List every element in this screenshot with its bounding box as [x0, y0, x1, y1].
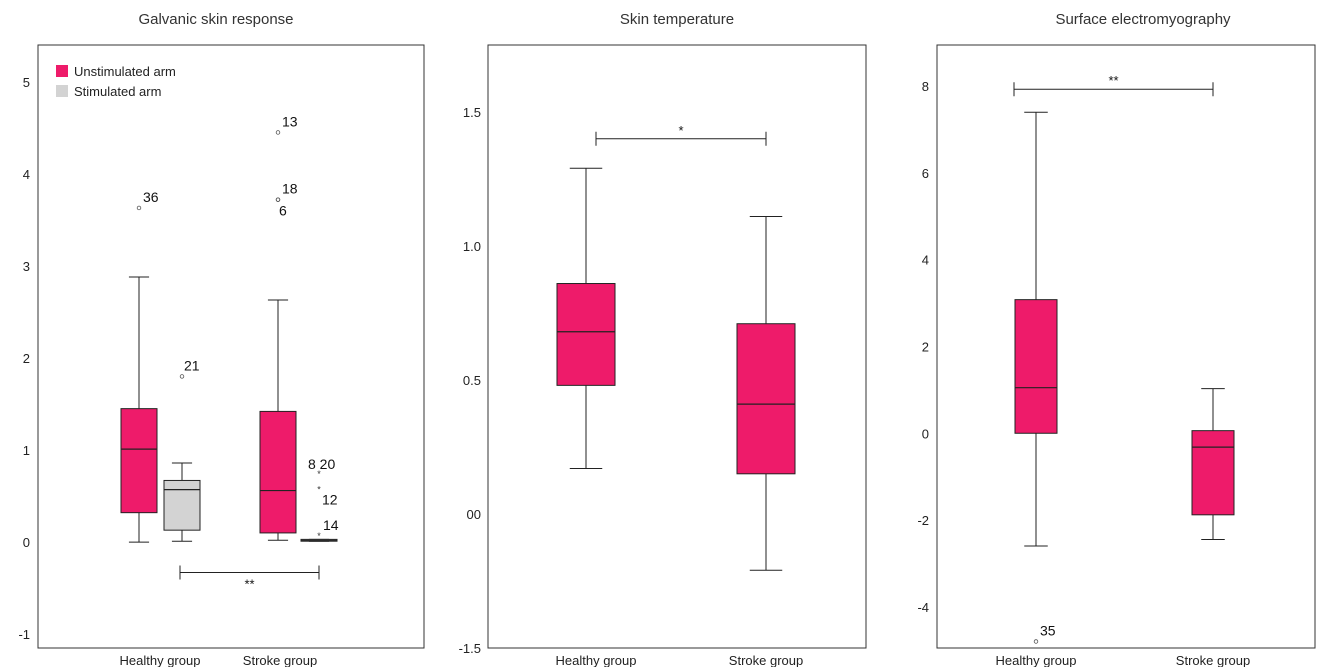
- x-category-label: Healthy group: [996, 653, 1077, 667]
- outlier-label: 21: [184, 357, 200, 373]
- legend-label-unstimulated: Unstimulated arm: [74, 64, 176, 79]
- plot-frame: [37, 44, 425, 649]
- significance-label: **: [244, 577, 254, 592]
- chart-title: Galvanic skin response: [138, 11, 293, 28]
- significance-label: **: [1108, 73, 1118, 88]
- x-category-label: Stroke group: [243, 653, 317, 667]
- panel-skin-temperature: Skin temperature -1.5 00 0.5 1.0 1.5 * Healt…: [459, 11, 867, 667]
- plot-frame: [487, 44, 867, 649]
- y-tick-label: 5: [23, 75, 30, 90]
- x-category-label: Stroke group: [1176, 653, 1250, 667]
- box-iqr: [556, 283, 616, 386]
- y-tick-label: 1: [23, 443, 30, 458]
- outlier-label: 8 20: [308, 456, 335, 472]
- box-iqr: [259, 410, 297, 534]
- box-iqr: [163, 479, 201, 531]
- y-tick-label: 4: [23, 167, 30, 182]
- y-tick-label: 6: [922, 166, 929, 181]
- x-category-label: Stroke group: [729, 653, 803, 667]
- outlier-marker: [275, 197, 281, 202]
- panel-surface-electromyography: Surface electromyography -4 -2 0 2 4 6 8 35 **…: [917, 11, 1316, 667]
- legend-label-stimulated: Stimulated arm: [74, 84, 161, 99]
- box-iqr: [120, 408, 158, 514]
- outlier-label: 35: [1040, 622, 1056, 638]
- y-tick-label: 0.5: [463, 373, 481, 388]
- legend-swatch-unstimulated: [56, 65, 68, 77]
- y-tick-label: 1.5: [463, 105, 481, 120]
- chart-title: Surface electromyography: [1055, 11, 1231, 28]
- y-tick-label: -2: [917, 513, 929, 528]
- y-tick-label: 3: [23, 259, 30, 274]
- outlier-label: 13: [282, 113, 298, 129]
- y-tick-label: -1: [18, 627, 30, 642]
- y-tick-label: 4: [922, 253, 929, 268]
- y-tick-label: 00: [467, 507, 481, 522]
- y-tick-label: 2: [23, 351, 30, 366]
- y-tick-label: -1.5: [459, 641, 481, 656]
- outlier-label: 6: [279, 203, 287, 219]
- y-tick-label: 0: [23, 535, 30, 550]
- outlier-marker: *: [317, 485, 321, 495]
- outlier-marker: *: [317, 531, 321, 541]
- significance-label: *: [678, 123, 683, 138]
- legend-swatch-stimulated: [56, 85, 68, 97]
- outlier-label: 18: [282, 181, 298, 197]
- x-category-label: Healthy group: [556, 653, 637, 667]
- y-tick-label: 2: [922, 340, 929, 355]
- outlier-marker: [275, 130, 281, 135]
- x-category-label: Healthy group: [120, 653, 201, 667]
- plot-frame: [936, 44, 1316, 649]
- y-tick-label: 8: [922, 79, 929, 94]
- box-iqr: [736, 323, 796, 475]
- y-tick-label: 1.0: [463, 239, 481, 254]
- legend: Unstimulated arm Stimulated arm: [56, 64, 176, 99]
- outlier-marker: [136, 205, 142, 211]
- outlier-marker: [179, 374, 185, 379]
- box-iqr: [1014, 299, 1058, 434]
- outlier-marker: [1033, 639, 1039, 644]
- box-iqr: [1191, 430, 1235, 516]
- outlier-label: 36: [143, 189, 159, 205]
- outlier-label: 12: [322, 492, 338, 508]
- panel-galvanic-skin-response: Galvanic skin response Unstimulated arm …: [18, 11, 425, 667]
- chart-title: Skin temperature: [620, 11, 734, 28]
- y-tick-label: 0: [922, 426, 929, 441]
- outlier-label: 14: [323, 517, 339, 533]
- y-tick-label: -4: [917, 600, 929, 615]
- outlier-marker: *: [317, 469, 321, 479]
